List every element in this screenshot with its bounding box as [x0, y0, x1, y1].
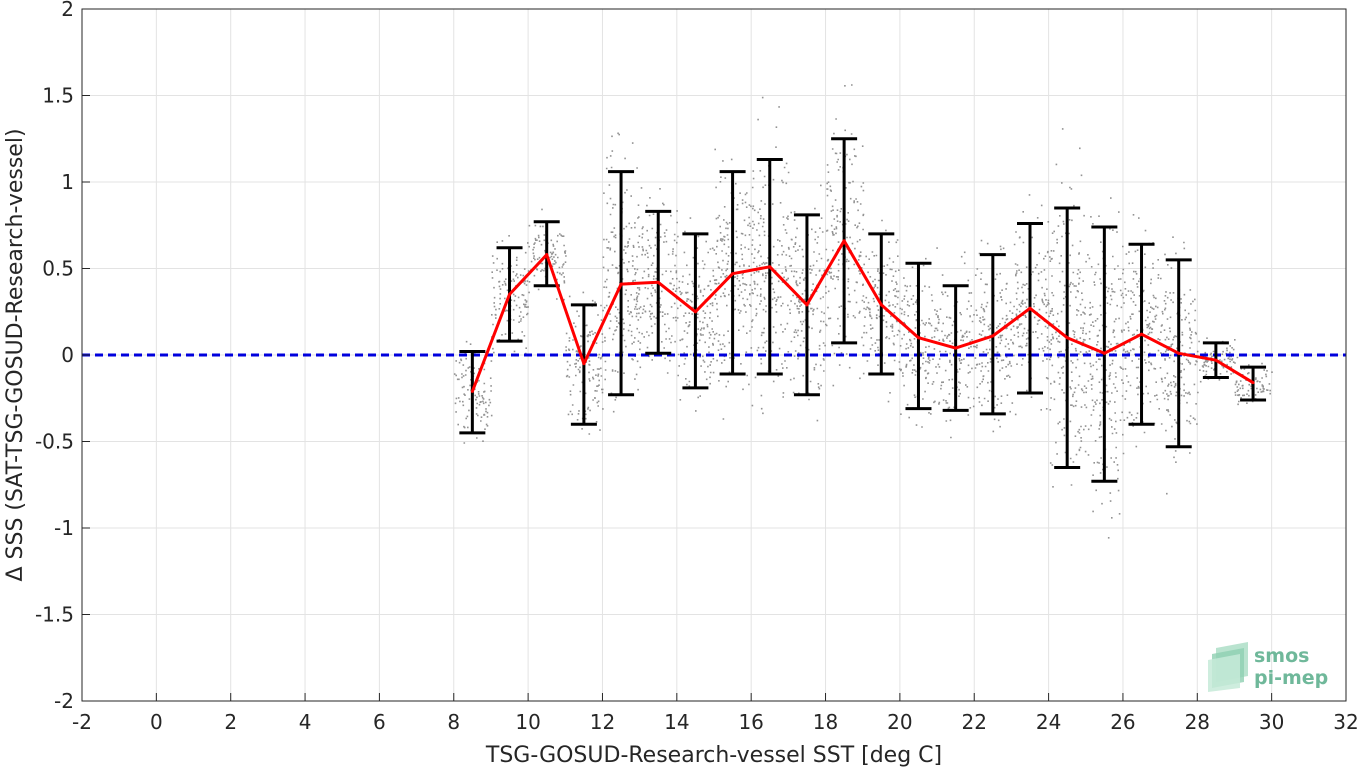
y-tick-label: 0 [61, 343, 74, 367]
x-tick-label: 24 [1036, 710, 1061, 734]
x-tick-label: 32 [1333, 710, 1358, 734]
x-tick-label: 4 [299, 710, 312, 734]
y-tick-label: -1 [54, 516, 74, 540]
y-axis-label: Δ SSS (SAT-TSG-GOSUD-Research-vessel) [3, 128, 28, 581]
mean-point [916, 336, 920, 340]
logo-text-pi-mep: pi-mep [1254, 667, 1328, 689]
x-tick-label: 0 [150, 710, 163, 734]
mean-point [582, 362, 586, 366]
x-tick-label: 20 [887, 710, 912, 734]
x-tick-label: 16 [738, 710, 763, 734]
mean-point [1140, 332, 1144, 336]
scatter-points [453, 84, 1273, 539]
scatter-point-cloud [453, 84, 1273, 539]
mean-point [1028, 306, 1032, 310]
y-tick-label: -0.5 [35, 430, 74, 454]
mean-point [619, 282, 623, 286]
x-tick-label: 12 [590, 710, 615, 734]
x-tick-label: 18 [813, 710, 838, 734]
mean-point [1102, 351, 1106, 355]
error-bars [459, 137, 1267, 483]
mean-point [805, 303, 809, 307]
x-tick-label: 14 [664, 710, 689, 734]
binned-mean-line [470, 239, 1255, 393]
mean-point [954, 346, 958, 350]
y-tick-label: 0.5 [42, 257, 74, 281]
x-tick-label: -2 [72, 710, 92, 734]
smos-pi-mep-logo: smos pi-mep [1208, 642, 1328, 692]
mean-point [768, 265, 772, 269]
x-tick-label: 6 [373, 710, 386, 734]
mean-point [879, 303, 883, 307]
mean-point [731, 272, 735, 276]
x-tick-label: 30 [1259, 710, 1284, 734]
x-tick-label: 22 [962, 710, 987, 734]
y-tick-label: 2 [61, 0, 74, 21]
y-tick-label: -1.5 [35, 603, 74, 627]
x-tick-label: 10 [515, 710, 540, 734]
y-axis-ticks: -2 -1.5 -1 -0.5 0 0.5 1 1.5 2 [35, 0, 90, 713]
mean-point [470, 389, 474, 393]
mean-point [1251, 381, 1255, 385]
mean-point [1065, 336, 1069, 340]
mean-point [656, 280, 660, 284]
x-axis-ticks: -2 0 2 4 6 8 10 12 14 16 18 20 22 24 26 28 30 32 [72, 693, 1359, 734]
x-axis-label: TSG-GOSUD-Research-vessel SST [deg C] [485, 743, 942, 768]
y-tick-label: 1.5 [42, 84, 74, 108]
x-tick-label: 8 [447, 710, 460, 734]
mean-point [1177, 351, 1181, 355]
logo-icon [1208, 642, 1248, 692]
mean-point [1214, 358, 1218, 362]
x-tick-label: 26 [1110, 710, 1135, 734]
mean-line [470, 239, 1254, 392]
x-tick-label: 28 [1185, 710, 1210, 734]
y-tick-label: -2 [54, 689, 74, 713]
mean-point [693, 310, 697, 314]
mean-point [842, 239, 846, 243]
logo-text-smos: smos [1254, 645, 1309, 667]
y-tick-label: 1 [61, 170, 74, 194]
mean-point [508, 292, 512, 296]
mean-point [545, 253, 549, 257]
x-tick-label: 2 [224, 710, 237, 734]
mean-point [991, 334, 995, 338]
